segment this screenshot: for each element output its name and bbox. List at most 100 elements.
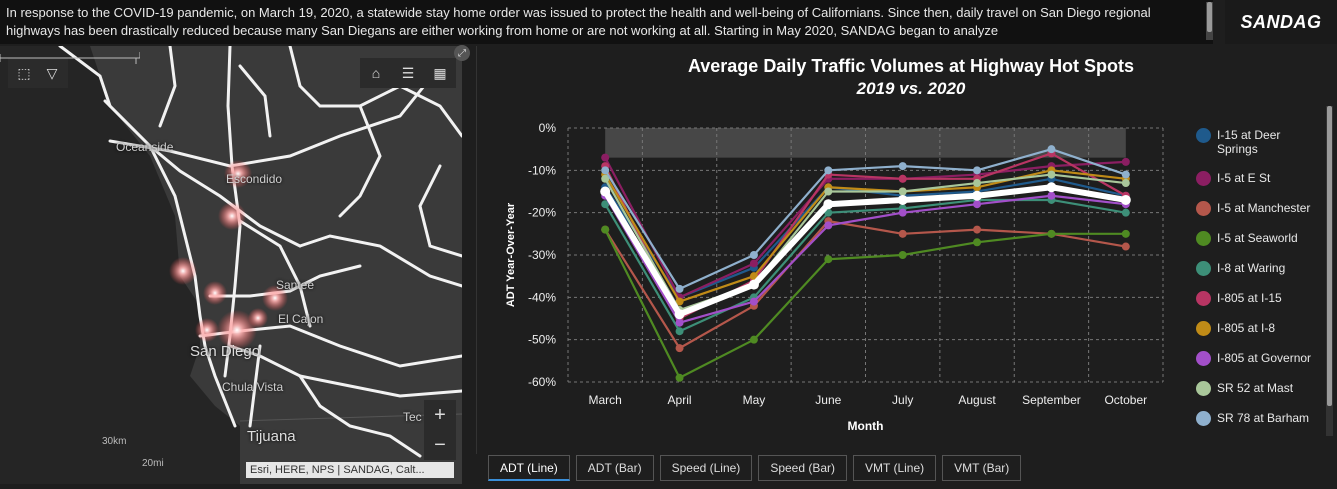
chevron-down-icon: ▽ — [46, 64, 58, 81]
x-tick-label: September — [1022, 393, 1081, 407]
data-point — [898, 162, 907, 171]
data-point — [824, 221, 833, 230]
legend-item[interactable]: I-805 at I-8 — [1196, 321, 1320, 336]
tool-dropdown-button[interactable]: ▽ — [36, 58, 68, 88]
tab-speed-line[interactable]: Speed (Line) — [659, 455, 753, 481]
chart-subtitle: 2019 vs. 2020 — [856, 79, 966, 98]
sandag-logo: SANDAG — [1240, 11, 1322, 32]
y-tick-label: -40% — [528, 290, 556, 304]
legend-item[interactable]: I-8 at Waring — [1196, 261, 1320, 276]
legend-item[interactable]: I-805 at Governor — [1196, 351, 1320, 366]
list-icon: ☰ — [401, 64, 415, 81]
data-point — [898, 208, 907, 217]
data-point — [973, 225, 982, 234]
data-point — [675, 284, 684, 293]
data-point — [973, 200, 982, 209]
data-point — [748, 279, 759, 290]
legend-item[interactable]: I-5 at Manchester — [1196, 201, 1320, 216]
scale-km-label: 30km — [102, 436, 127, 447]
data-point — [675, 318, 684, 327]
series-line — [602, 184, 1127, 318]
plus-icon: + — [434, 403, 446, 426]
zoom-out-button[interactable]: − — [424, 430, 456, 460]
home-button[interactable]: ⌂ — [360, 58, 392, 88]
legend-swatch — [1196, 171, 1211, 186]
expand-panel-button[interactable]: ⤢ — [454, 45, 470, 61]
tab-vmt-line[interactable]: VMT (Line) — [853, 455, 937, 481]
chart-title: Average Daily Traffic Volumes at Highway… — [687, 56, 1135, 76]
data-point — [973, 238, 982, 247]
map-label-el-cajon: El Cajon — [278, 312, 324, 326]
data-point — [749, 251, 758, 259]
data-point — [898, 174, 907, 183]
series-line — [604, 148, 1127, 290]
y-tick-label: -50% — [528, 333, 556, 347]
legend-label: I-5 at Manchester — [1217, 201, 1311, 215]
expand-icon: ⤢ — [458, 47, 466, 59]
legend-label: SR 78 at Barham — [1217, 411, 1310, 425]
legend-swatch — [1196, 291, 1211, 306]
zoom-in-button[interactable]: + — [424, 400, 456, 430]
data-point — [898, 229, 907, 238]
x-tick-label: March — [589, 393, 622, 407]
legend-label: I-805 at I-8 — [1217, 321, 1276, 335]
legend-item[interactable]: I-805 at I-15 — [1196, 291, 1320, 306]
data-point — [1047, 170, 1056, 179]
legend-item[interactable]: I-5 at Seaworld — [1196, 231, 1320, 246]
data-point — [898, 187, 907, 196]
logo-panel: SANDAG — [1225, 0, 1337, 44]
legend-label: SR 52 at Mast — [1217, 381, 1294, 395]
map-attribution[interactable]: Esri, HERE, NPS | SANDAG, Calt... — [246, 462, 454, 478]
x-tick-label: May — [743, 393, 766, 407]
legend-scrollbar-thumb[interactable] — [1327, 106, 1332, 406]
data-point — [824, 255, 833, 264]
y-tick-label: -20% — [528, 206, 556, 220]
data-point — [601, 166, 610, 175]
select-tool-button[interactable]: ⬚ — [8, 58, 40, 88]
legend-button[interactable]: ☰ — [392, 58, 424, 88]
basemap-gallery-button[interactable]: ▦ — [424, 58, 456, 88]
series-line — [604, 157, 1126, 299]
legend-item[interactable]: I-5 at E St — [1196, 171, 1320, 186]
legend-swatch — [1196, 381, 1211, 396]
map-label-san-diego: San Diego — [190, 343, 261, 360]
banner-scrollbar-thumb[interactable] — [1207, 2, 1212, 32]
tab-adt-bar[interactable]: ADT (Bar) — [575, 455, 654, 481]
legend-label: I-805 at I-15 — [1217, 291, 1282, 305]
tab-speed-bar[interactable]: Speed (Bar) — [758, 455, 848, 481]
data-point — [1121, 208, 1130, 217]
x-tick-label: July — [892, 393, 913, 407]
legend-item[interactable]: SR 78 at Barham — [1196, 411, 1320, 426]
data-point — [973, 166, 982, 175]
map-label-escondido: Escondido — [226, 172, 283, 186]
data-point — [1047, 191, 1056, 200]
chart-tabs: ADT (Line) ADT (Bar) Speed (Line) Speed (Ba… — [488, 455, 1027, 483]
chart-legend: I-15 at Deer Springs I-5 at E St I-5 at Ma… — [1196, 128, 1320, 434]
minus-icon: − — [434, 433, 446, 456]
data-point — [675, 373, 684, 382]
y-tick-label: 0% — [539, 121, 557, 135]
tab-adt-line[interactable]: ADT (Line) — [488, 455, 570, 481]
x-tick-label: October — [1104, 393, 1147, 407]
map-label-santee: Santee — [276, 278, 315, 292]
data-point — [1047, 229, 1056, 238]
data-point — [898, 251, 907, 259]
x-axis-title: Month — [848, 419, 884, 433]
legend-label: I-15 at Deer Springs — [1217, 128, 1281, 156]
series-line — [604, 229, 1126, 379]
legend-item[interactable]: I-15 at Deer Springs — [1196, 128, 1320, 156]
legend-item[interactable]: SR 52 at Mast — [1196, 381, 1320, 396]
map-label-oceanside: Oceanside — [116, 140, 174, 154]
tab-vmt-bar[interactable]: VMT (Bar) — [942, 455, 1022, 481]
x-tick-label: June — [815, 393, 841, 407]
map-label-chula-vista: Chula Vista — [222, 380, 284, 394]
ocean-area — [0, 46, 240, 484]
data-point — [749, 297, 758, 306]
data-point — [600, 186, 611, 197]
y-axis-title: ADT Year-Over-Year — [505, 202, 517, 307]
data-point — [1046, 182, 1057, 193]
grid-icon: ▦ — [433, 64, 447, 81]
data-point — [675, 297, 684, 306]
map-view[interactable]: Oceanside Escondido Santee El Cajon San … — [0, 46, 462, 484]
scale-bar — [0, 52, 140, 64]
